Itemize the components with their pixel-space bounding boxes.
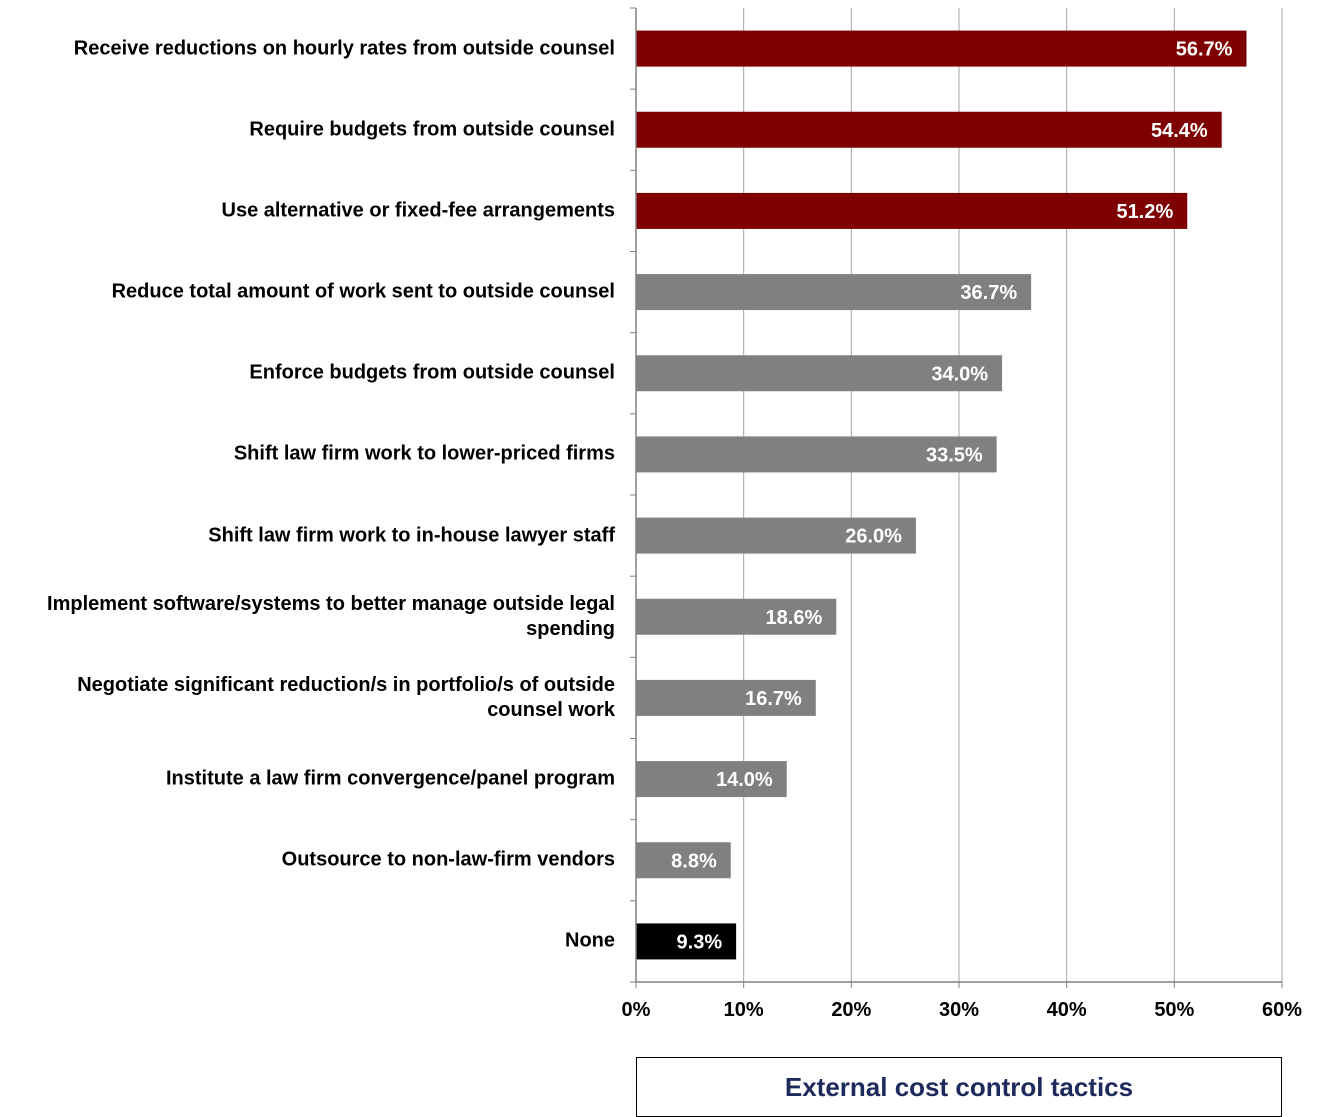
bar bbox=[636, 30, 1247, 67]
x-tick-label: 0% bbox=[622, 999, 651, 1021]
data-label: 26.0% bbox=[845, 526, 902, 548]
x-tick-labels: 0% 10% 20% 30% 40% 50% 60% bbox=[622, 999, 1303, 1021]
x-tick-label: 60% bbox=[1262, 999, 1302, 1021]
x-tick-label: 20% bbox=[831, 999, 871, 1021]
category-label: Shift law firm work to lower-priced firm… bbox=[233, 442, 615, 465]
category-label: Enforce budgets from outside counsel bbox=[249, 361, 615, 384]
data-label: 51.2% bbox=[1117, 201, 1174, 223]
gridlines bbox=[743, 8, 1283, 982]
data-label: 54.4% bbox=[1151, 120, 1208, 142]
legend-title: External cost control tactics bbox=[784, 1072, 1134, 1102]
bars-group bbox=[636, 30, 1247, 960]
value-labels: 56.7% 54.4% 51.2% 36.7% 34.0% 33.5% 26.0% 18.6%… bbox=[671, 39, 1233, 954]
category-label: Use alternative or fixed-fee arrangement… bbox=[221, 199, 616, 222]
category-label: Require budgets from outside counsel bbox=[249, 118, 615, 141]
bar bbox=[636, 274, 1032, 311]
bar bbox=[636, 192, 1188, 229]
data-label: 34.0% bbox=[931, 363, 988, 385]
data-label: 18.6% bbox=[766, 607, 823, 629]
bar bbox=[636, 761, 787, 798]
category-label: Institute a law firm convergence/panel p… bbox=[165, 767, 615, 790]
bar bbox=[636, 355, 1003, 392]
x-tick-label: 30% bbox=[939, 999, 979, 1021]
data-label: 8.8% bbox=[671, 850, 717, 872]
bar bbox=[636, 517, 916, 554]
bar bbox=[636, 842, 731, 879]
legend-box: External cost control tactics bbox=[636, 1057, 1282, 1117]
bar bbox=[636, 598, 837, 635]
category-label: Implement software/systems to better man… bbox=[47, 592, 615, 640]
category-label: None bbox=[565, 929, 615, 952]
axes-group bbox=[630, 7, 1283, 988]
x-tick-label: 40% bbox=[1047, 999, 1087, 1021]
data-label: 36.7% bbox=[960, 282, 1017, 304]
bar bbox=[636, 923, 737, 960]
category-label: Negotiate significant reduction/s in por… bbox=[77, 673, 615, 721]
bar bbox=[636, 436, 997, 473]
x-tick-label: 10% bbox=[724, 999, 764, 1021]
data-label: 14.0% bbox=[716, 769, 773, 791]
bar-chart: 0% 10% 20% 30% 40% 50% 60% 56.7% 54.4% 51.2% 36.7… bbox=[622, 7, 1303, 1021]
x-tick-label: 50% bbox=[1154, 999, 1194, 1021]
data-label: 9.3% bbox=[677, 931, 723, 953]
category-label: Shift law firm work to in-house lawyer s… bbox=[208, 524, 615, 547]
bar bbox=[636, 111, 1222, 148]
bar bbox=[636, 679, 816, 716]
category-label: Receive reductions on hourly rates from … bbox=[73, 37, 615, 60]
category-label: Reduce total amount of work sent to outs… bbox=[111, 280, 615, 303]
category-label: Outsource to non-law-firm vendors bbox=[281, 848, 615, 871]
data-label: 33.5% bbox=[926, 444, 983, 466]
data-label: 16.7% bbox=[745, 688, 802, 710]
data-label: 56.7% bbox=[1176, 39, 1233, 61]
